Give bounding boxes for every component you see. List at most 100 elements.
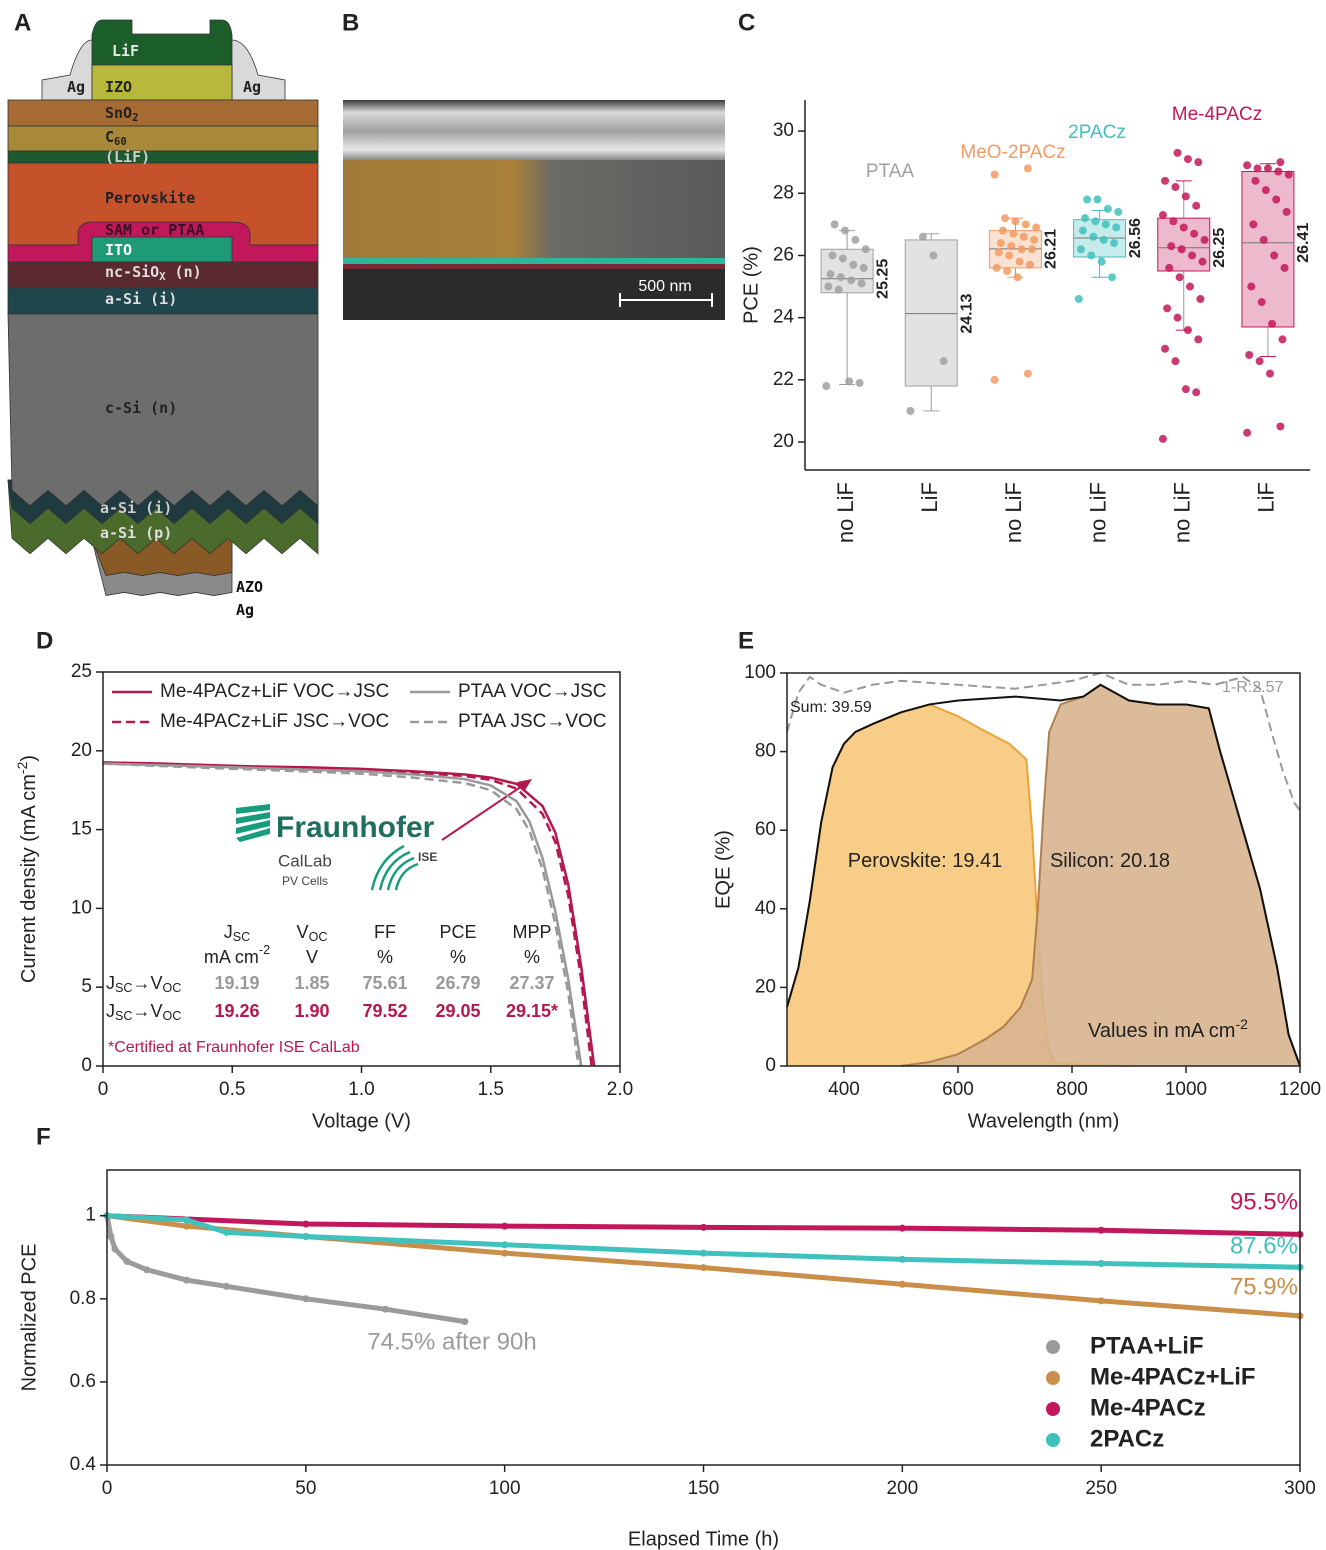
text-part: % [377, 947, 393, 967]
layer-label: a-Si (p) [100, 524, 172, 542]
annotation: Sum: 39.59 [790, 699, 872, 716]
text-part: →V [133, 1001, 163, 1021]
data-point [1011, 217, 1019, 225]
group-label: 2PACz [1068, 122, 1126, 143]
y-tick-label: 20 [773, 431, 794, 452]
data-point [1260, 236, 1268, 244]
y-tick-label: 28 [773, 182, 794, 203]
median-label: 25.25 [874, 259, 891, 299]
end-label: 95.5% [1230, 1188, 1298, 1215]
data-point [1171, 183, 1179, 191]
x-tick-label: 1200 [1279, 1079, 1321, 1100]
data-point [107, 1233, 114, 1240]
table-cell: 29.05 [435, 1001, 480, 1021]
text-part: J [224, 922, 233, 942]
data-point [1005, 251, 1013, 259]
panel-label: A [14, 9, 31, 36]
group-label: PTAA [866, 161, 915, 182]
data-point [1028, 245, 1036, 253]
text-part: % [450, 947, 466, 967]
logo-name: Fraunhofer [276, 811, 435, 844]
median-label: 26.25 [1211, 228, 1228, 268]
data-point [1081, 214, 1089, 222]
data-point [1007, 242, 1015, 250]
text-part: OC [309, 930, 328, 944]
data-point [1165, 264, 1173, 272]
data-point [1108, 273, 1116, 281]
x-tick-label: 400 [828, 1079, 860, 1100]
data-point [845, 377, 853, 385]
table-header: PCE [439, 922, 476, 942]
legend-label: PTAA JSC→VOC [458, 711, 607, 732]
data-point [1013, 273, 1021, 281]
text-part: (n) [166, 263, 202, 281]
x-tick-label: 600 [942, 1079, 974, 1100]
x-tick-label: 1000 [1165, 1079, 1207, 1100]
sem-top [343, 100, 725, 162]
data-point [1100, 236, 1108, 244]
layer-label: Ag [243, 78, 261, 96]
layer-label: c-Si (n) [105, 399, 177, 417]
text-part: Sum: 39.59 [790, 699, 872, 716]
group-label: MeO-2PACz [960, 142, 1065, 163]
data-point [302, 1295, 309, 1302]
data-point [1180, 223, 1188, 231]
x-tick-label: 0.5 [219, 1079, 245, 1100]
panel-label: B [342, 9, 359, 36]
data-point [829, 251, 837, 259]
data-point [1182, 385, 1190, 393]
data-point [1009, 230, 1017, 238]
text-part: LiF [112, 42, 139, 60]
layer-label: nc-SiOX (n) [105, 263, 202, 284]
x-tick-label: no LiF [1170, 482, 1195, 543]
median-label: 24.13 [958, 293, 975, 333]
data-point [1075, 295, 1083, 303]
data-point [1091, 217, 1099, 225]
x-tick-label: 1.0 [348, 1079, 374, 1100]
data-point [1272, 195, 1280, 203]
textured-layers [8, 314, 318, 596]
data-point [1083, 195, 1091, 203]
logo-unit: PV Cells [282, 874, 328, 888]
data-point [1176, 273, 1184, 281]
data-point [183, 1277, 190, 1284]
y-axis-label: Current density (mA cm-2) [14, 755, 41, 983]
data-point [839, 255, 847, 263]
data-point [1159, 211, 1167, 219]
end-label: 87.6% [1230, 1232, 1298, 1259]
data-point [1194, 158, 1202, 166]
data-point [1285, 171, 1293, 179]
text-part: 60 [114, 136, 127, 148]
data-point [1087, 251, 1095, 259]
legend-label: PTAA+LiF [1090, 1332, 1204, 1359]
data-point [1196, 295, 1204, 303]
data-point [1030, 236, 1038, 244]
data-point [1169, 217, 1177, 225]
x-tick-label: 800 [1056, 1079, 1088, 1100]
data-point [700, 1224, 707, 1231]
data-point [1098, 258, 1106, 266]
legend-marker [1046, 1402, 1060, 1416]
data-point [1104, 205, 1112, 213]
data-point [1018, 245, 1026, 253]
data-point [1026, 261, 1034, 269]
group-label: Me-4PACz [1172, 104, 1262, 125]
table-header: % [377, 947, 393, 967]
y-tick-label: 0.4 [70, 1454, 97, 1475]
table-cell: 27.37 [509, 973, 554, 993]
legend-label: Me-4PACz [1090, 1394, 1206, 1421]
text-part: SnO [105, 104, 132, 122]
x-tick-label: 1.5 [478, 1079, 504, 1100]
data-point [1184, 326, 1192, 334]
layer-label: (LiF) [105, 148, 150, 166]
data-point [461, 1318, 468, 1325]
text-part: Perovskite: 19.41 [848, 850, 1003, 872]
text-part: % [524, 947, 540, 967]
layer-label: a-Si (i) [100, 499, 172, 517]
annotation: 1-R:2.57 [1222, 679, 1283, 696]
x-tick-label: 0 [102, 1478, 113, 1499]
data-point [835, 286, 843, 294]
data-point [1194, 335, 1202, 343]
data-point [919, 233, 927, 241]
layer-label: Ag [236, 601, 254, 619]
